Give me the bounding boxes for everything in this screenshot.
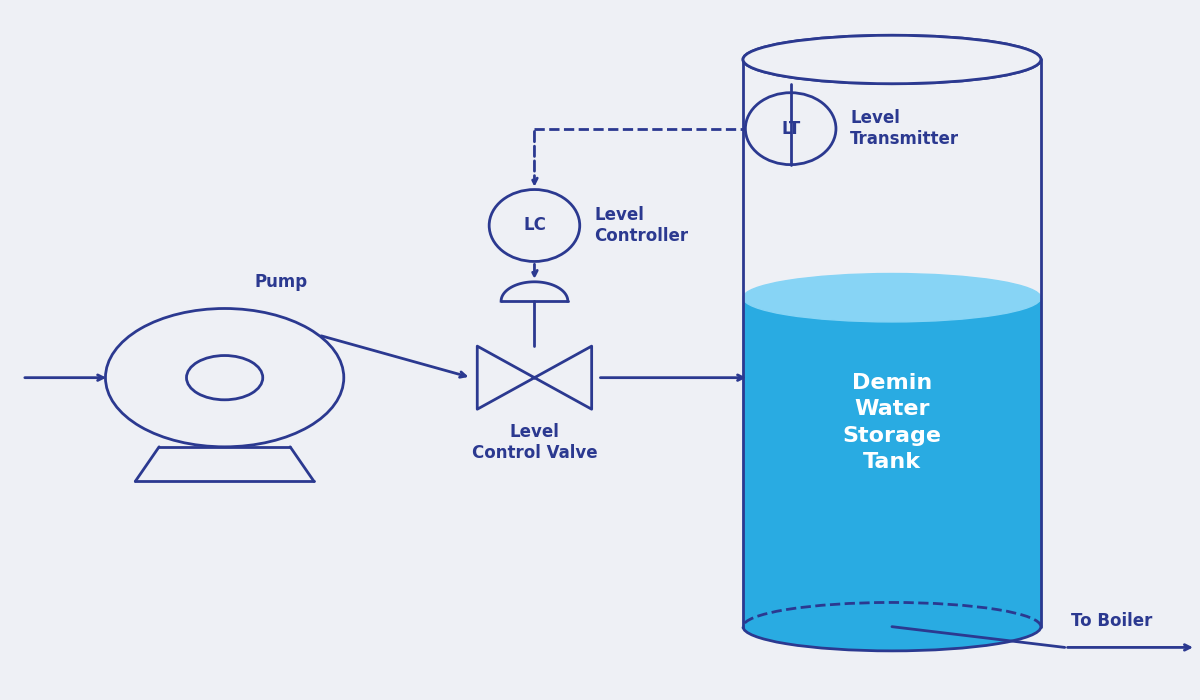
Ellipse shape [743,603,1040,651]
Text: Level
Control Valve: Level Control Valve [472,423,598,462]
Text: Demin
Water
Storage
Tank: Demin Water Storage Tank [842,373,942,472]
Text: LT: LT [781,120,800,138]
Circle shape [106,309,343,447]
Text: Pump: Pump [254,273,307,291]
Ellipse shape [490,190,580,262]
Text: LC: LC [523,216,546,235]
Ellipse shape [743,35,1040,84]
Text: To Boiler: To Boiler [1070,612,1152,630]
Bar [743,298,1040,626]
Text: Level
Transmitter: Level Transmitter [851,109,959,148]
Ellipse shape [745,92,836,164]
Text: Level
Controller: Level Controller [594,206,688,245]
Ellipse shape [743,35,1040,84]
Ellipse shape [743,274,1040,322]
